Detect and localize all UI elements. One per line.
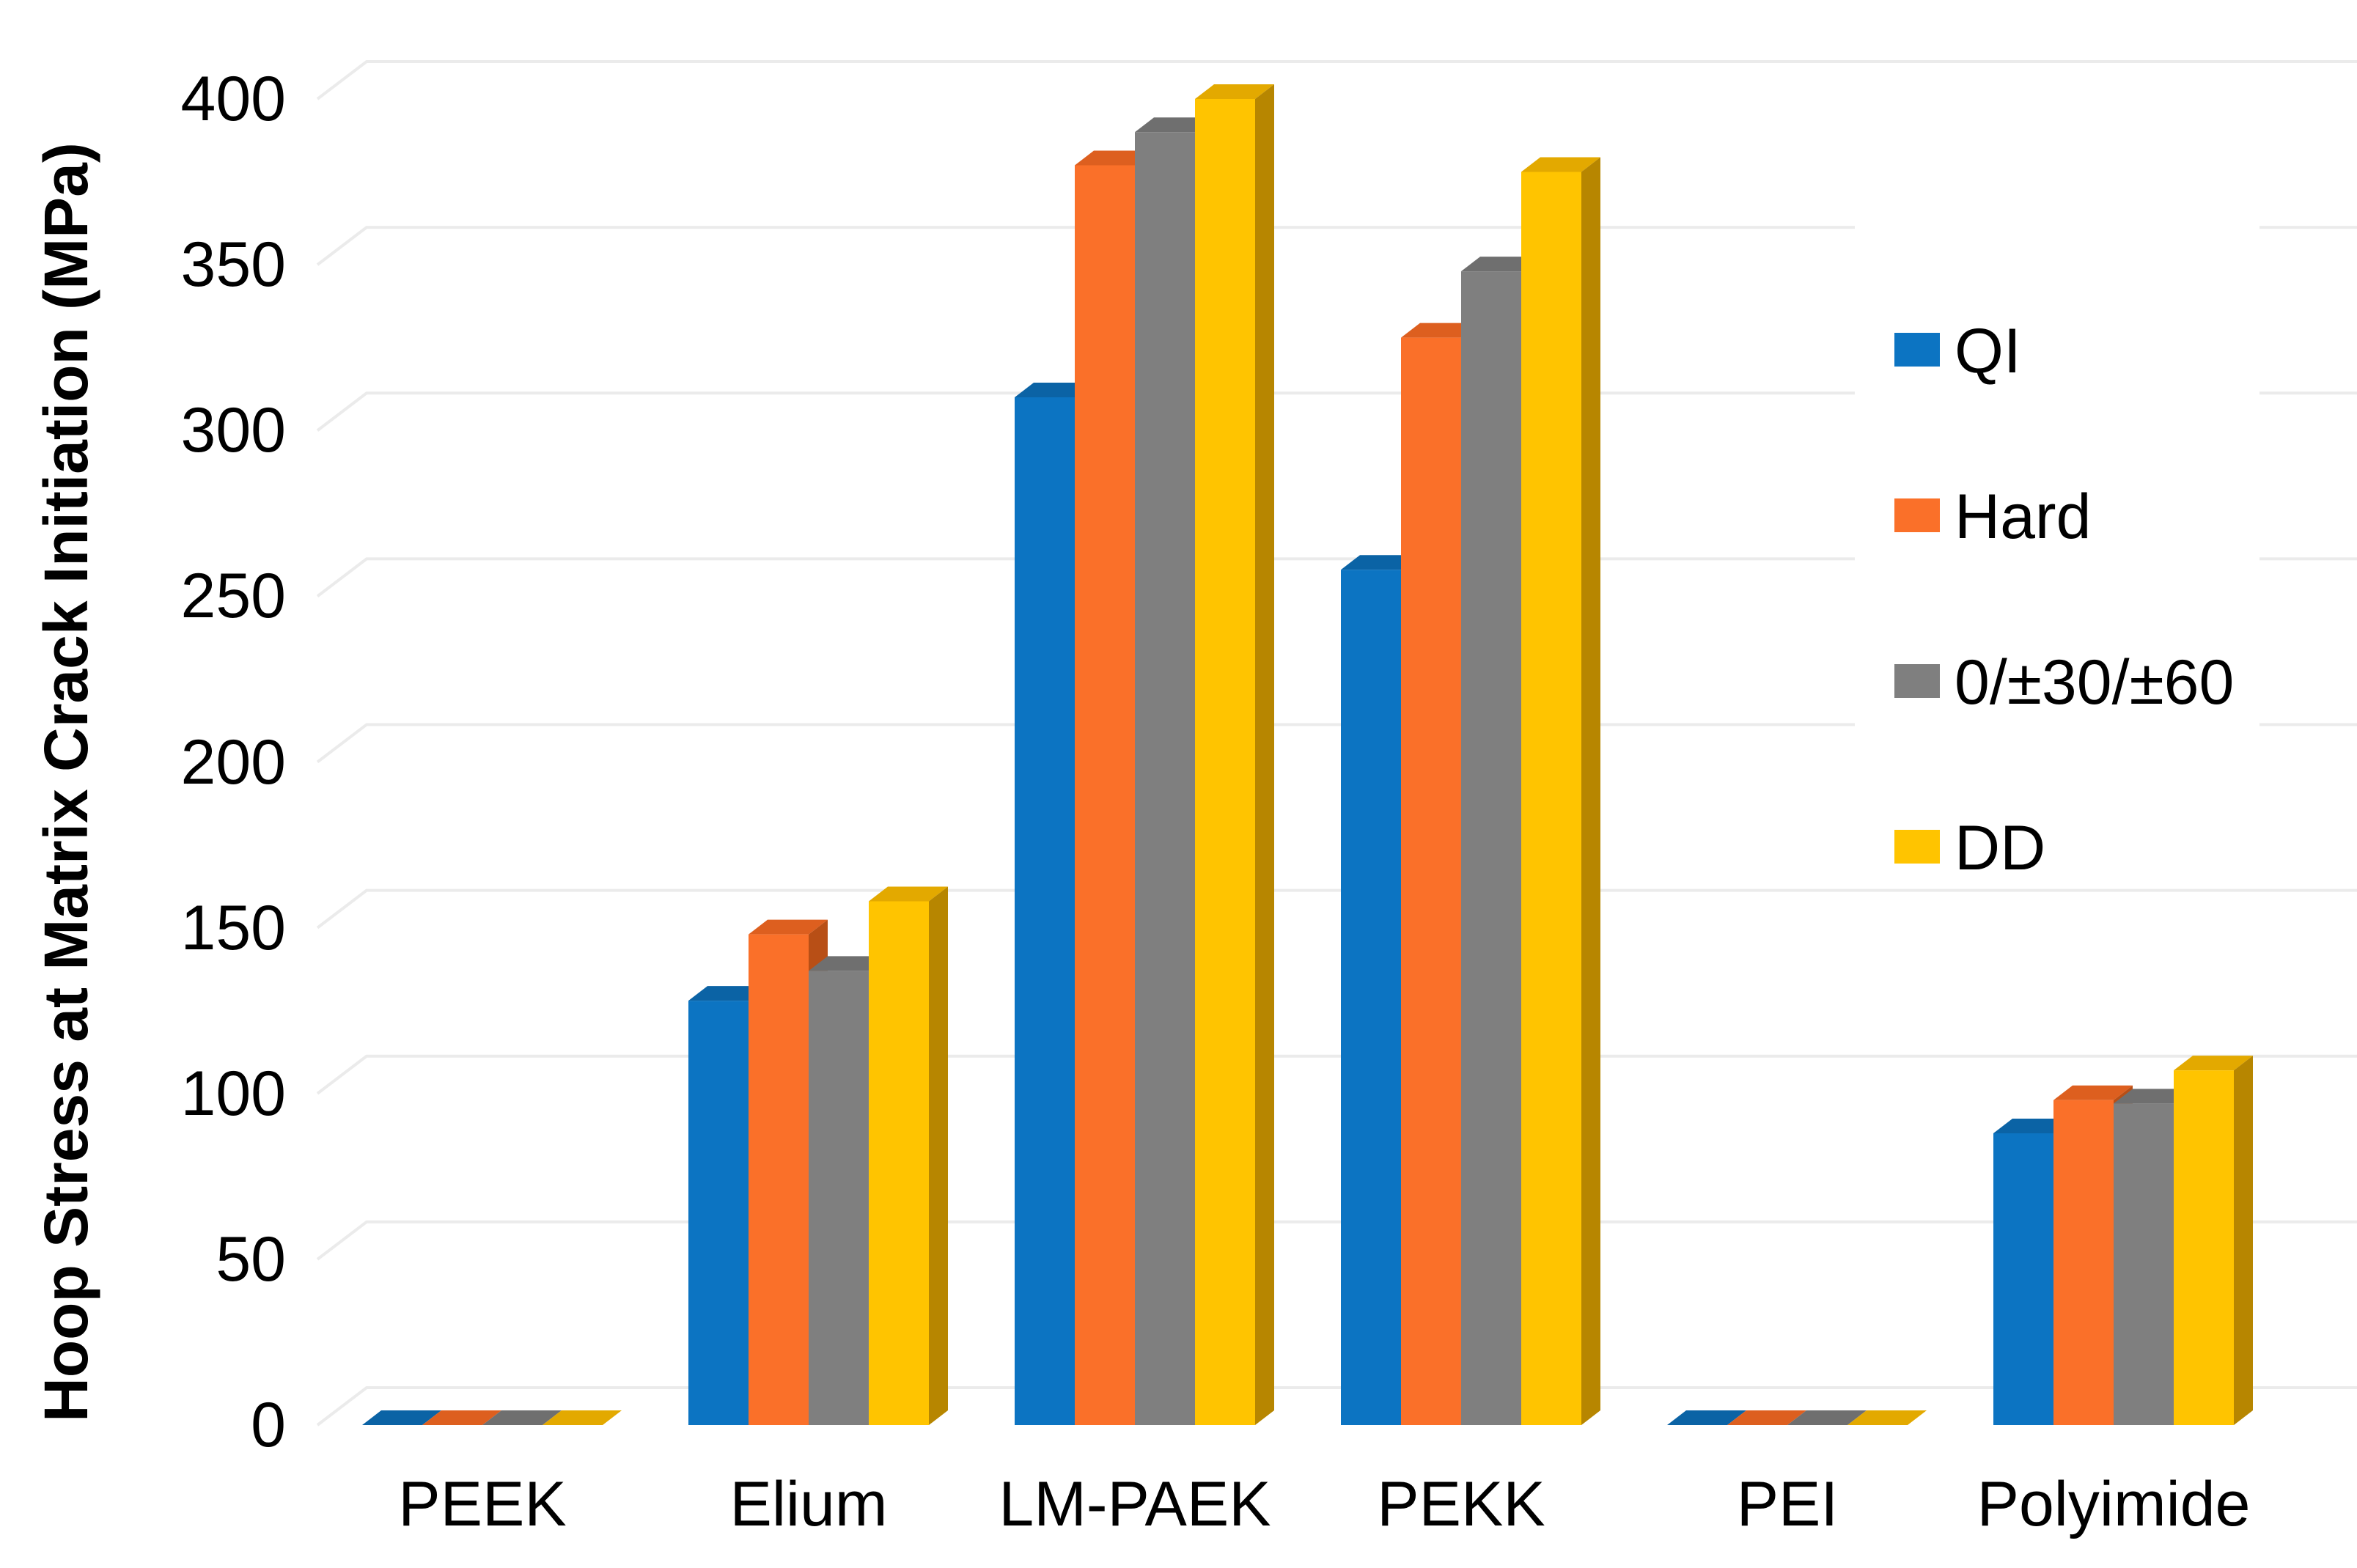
bar-top-LM-PAEK-QI (1015, 383, 1094, 398)
gridline-100 (316, 1054, 2357, 1095)
bar-top-PEI-Hard (1727, 1410, 1806, 1425)
bar-top-PEI-03060 (1787, 1410, 1867, 1425)
bar-Elium-QI (688, 1001, 749, 1425)
legend-swatch-qi (1894, 333, 1940, 367)
gridline-50 (316, 1220, 2357, 1261)
y-tick-label-200: 200 (180, 726, 287, 798)
bar-Elium-03060 (809, 971, 869, 1425)
x-category-label-Polyimide: Polyimide (1977, 1469, 2251, 1539)
bar-top-LM-PAEK-03060 (1135, 117, 1214, 133)
bar-top-PEKK-DD (1521, 157, 1600, 172)
legend-swatch-0-30-60 (1894, 664, 1940, 698)
y-tick-label-150: 150 (180, 892, 287, 963)
bar-top-Elium-DD (869, 886, 948, 902)
bar-side-LM-PAEK-DD (1255, 84, 1274, 1425)
bar-side-Elium-DD (929, 886, 948, 1425)
y-tick-label-50: 50 (216, 1223, 286, 1295)
bar-top-Elium-03060 (809, 956, 888, 971)
bar-top-LM-PAEK-Hard (1075, 150, 1154, 166)
gridline-150 (316, 888, 2357, 930)
bar-side-PEKK-DD (1581, 157, 1600, 1425)
bar-LM-PAEK-DD (1195, 99, 1255, 1425)
bar-top-PEEK-QI (362, 1410, 441, 1425)
legend: QI Hard 0/±30/±60 DD (1855, 117, 2259, 883)
y-tick-label-300: 300 (180, 395, 287, 466)
gridline-200 (316, 723, 2357, 764)
bar-Polyimide-DD (2174, 1070, 2234, 1425)
bar-LM-PAEK-QI (1015, 397, 1075, 1425)
bar-PEKK-DD (1521, 172, 1581, 1425)
legend-item-dd: DD (1855, 808, 2259, 888)
bar-top-PEKK-Hard (1401, 323, 1480, 338)
bar-PEKK-03060 (1461, 271, 1521, 1425)
bar-Elium-DD (869, 901, 929, 1425)
bar-PEKK-Hard (1401, 337, 1461, 1425)
legend-item-0-30-60: 0/±30/±60 (1855, 642, 2259, 723)
legend-swatch-dd (1894, 830, 1940, 864)
bar-Elium-Hard (749, 934, 809, 1425)
y-tick-label-250: 250 (180, 561, 287, 632)
bar-LM-PAEK-03060 (1135, 132, 1195, 1426)
bar-top-PEI-QI (1667, 1410, 1746, 1425)
gridline-350 (316, 226, 2357, 266)
gridline-300 (316, 391, 2357, 432)
x-category-label-LM-PAEK: LM-PAEK (999, 1469, 1271, 1539)
legend-label-hard: Hard (1955, 482, 2092, 552)
bar-Polyimide-Hard (2053, 1100, 2114, 1425)
bar-top-PEEK-DD (543, 1410, 622, 1425)
bar-top-LM-PAEK-DD (1195, 84, 1274, 99)
bar-Polyimide-QI (1993, 1133, 2053, 1425)
x-category-label-Elium: Elium (729, 1469, 888, 1539)
bar-top-Elium-Hard (749, 919, 828, 935)
bar-top-PEI-DD (1847, 1410, 1927, 1425)
x-category-label-PEEK: PEEK (398, 1469, 567, 1539)
bar-Polyimide-03060 (2114, 1103, 2174, 1425)
legend-item-qi: QI (1855, 311, 2259, 391)
bar-top-Elium-QI (688, 986, 768, 1001)
legend-label-dd: DD (1955, 813, 2046, 883)
bar-top-PEEK-03060 (482, 1410, 562, 1425)
legend-label-0-30-60: 0/±30/±60 (1955, 647, 2235, 718)
legend-item-hard: Hard (1855, 476, 2259, 557)
legend-swatch-hard (1894, 498, 1940, 532)
bar-top-PEKK-03060 (1461, 257, 1540, 272)
bar-top-PEKK-QI (1341, 555, 1420, 570)
bar-PEKK-QI (1341, 570, 1401, 1425)
bar-top-Polyimide-DD (2174, 1056, 2253, 1071)
bar-top-Polyimide-03060 (2114, 1089, 2193, 1104)
y-tick-label-350: 350 (180, 229, 287, 301)
gridline-400 (316, 60, 2357, 100)
bar-LM-PAEK-Hard (1075, 165, 1135, 1426)
legend-label-qi: QI (1955, 316, 2021, 386)
gridline-250 (316, 557, 2357, 597)
bar-top-Polyimide-Hard (2053, 1085, 2133, 1100)
x-category-label-PEKK: PEKK (1377, 1469, 1545, 1539)
x-category-label-PEI: PEI (1736, 1469, 1839, 1539)
bar-top-PEEK-Hard (422, 1410, 501, 1425)
y-tick-label-100: 100 (180, 1058, 287, 1129)
y-tick-label-0: 0 (251, 1390, 286, 1460)
bar-top-Polyimide-QI (1993, 1119, 2073, 1134)
gridline-0 (316, 1386, 2357, 1427)
bar-side-Polyimide-DD (2234, 1056, 2253, 1425)
y-tick-label-400: 400 (180, 64, 287, 134)
